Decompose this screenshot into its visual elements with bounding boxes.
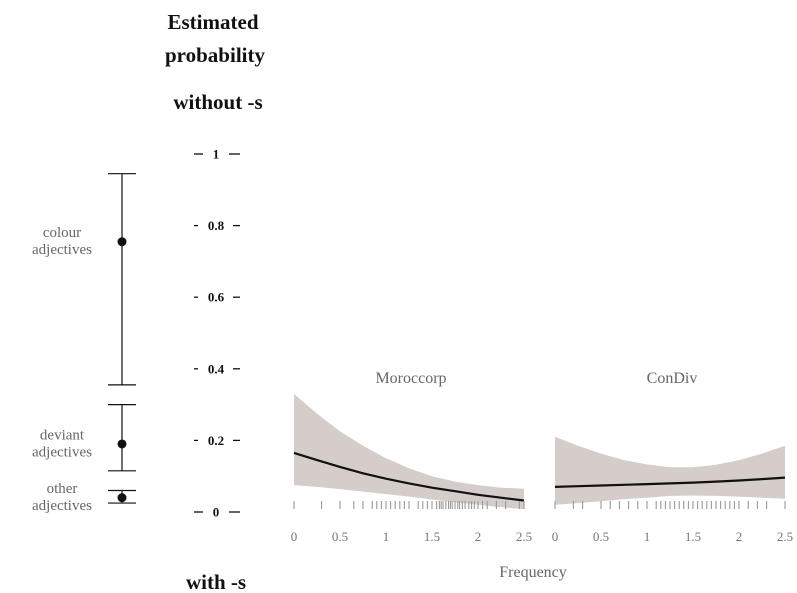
x-tick-label: 0.5: [332, 529, 348, 544]
estimate-point: [117, 439, 127, 449]
y-tick-label: 1: [213, 147, 220, 162]
chart-title-line-1: Estimated: [168, 10, 259, 34]
fit-line: [293, 451, 525, 502]
y-tick-label: 0.8: [208, 218, 225, 233]
estimate-point: [117, 493, 127, 503]
x-tick-label: 2.5: [516, 529, 532, 544]
fit-line: [554, 476, 786, 488]
panel-condiv: ConDiv 0 0.5 1 1.5 2 2.5: [552, 370, 793, 544]
x-axis-title: Frequency: [499, 564, 567, 581]
bottom-axis-label: with -s: [186, 570, 246, 593]
y-tick-label: 0.2: [208, 433, 224, 448]
top-axis-label: without -s: [173, 90, 262, 114]
category-label: adjectives: [32, 444, 92, 460]
y-tick-label: 0.6: [208, 290, 225, 305]
x-tick-label: 2: [475, 529, 482, 544]
x-tick-label: 2.5: [777, 529, 793, 544]
estimate-point: [117, 237, 127, 247]
x-tick-label: 1: [644, 529, 651, 544]
chart-title-line-2: probability: [165, 43, 265, 67]
y-tick-label: 0: [213, 505, 220, 520]
frequency-panels: Moroccorp 0 0.5 1 1.5 2 2.5 ConDiv 0 0.5 1 1.5 2 2.5: [291, 370, 793, 544]
category-label: adjectives: [32, 242, 92, 258]
x-tick-label: 1: [383, 529, 390, 544]
panel-moroccorp: Moroccorp 0 0.5 1 1.5 2 2.5: [291, 370, 532, 544]
x-tick-label: 0: [291, 529, 298, 544]
category-label: adjectives: [32, 498, 92, 514]
confidence-ribbon: [294, 393, 524, 510]
x-tick-label: 1.5: [685, 529, 701, 544]
category-estimates: colouradjectivesdeviantadjectivesotherad…: [32, 173, 136, 514]
y-axis: 0 0.2 0.4 0.6 0.8 1: [194, 147, 240, 520]
panel-label: Moroccorp: [375, 370, 446, 387]
category-label: other: [47, 481, 78, 497]
category-label: colour: [43, 225, 81, 241]
x-tick-label: 2: [736, 529, 743, 544]
panel-label: ConDiv: [647, 370, 698, 387]
category-label: deviant: [40, 427, 85, 443]
x-tick-label: 1.5: [424, 529, 440, 544]
x-tick-label: 0: [552, 529, 559, 544]
y-tick-label: 0.4: [208, 361, 225, 376]
x-tick-label: 0.5: [593, 529, 609, 544]
confidence-ribbon: [555, 436, 785, 505]
